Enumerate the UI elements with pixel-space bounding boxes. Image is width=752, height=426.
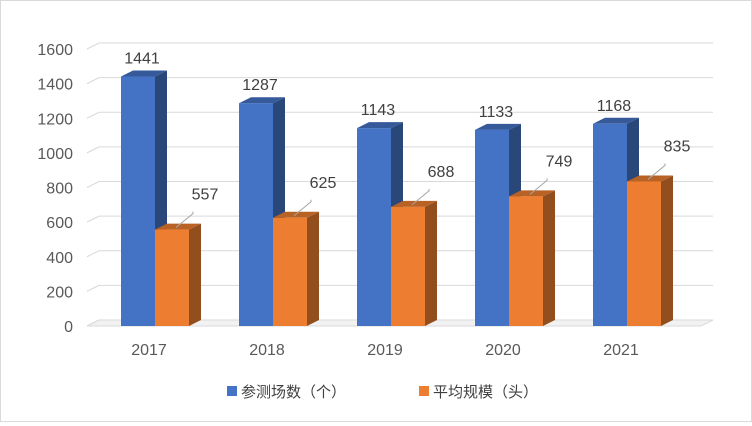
gridline-slant bbox=[86, 215, 100, 223]
x-tick-label: 2021 bbox=[603, 342, 639, 359]
legend-label: 平均规模（头） bbox=[433, 383, 538, 401]
bar-2020-series-1-top bbox=[475, 123, 521, 130]
x-tick-label: 2017 bbox=[131, 342, 167, 359]
y-tick-label: 0 bbox=[64, 319, 73, 336]
bar-2021-series-1-top bbox=[593, 117, 639, 124]
gridline-slant bbox=[86, 77, 100, 85]
bar-2017-series-2 bbox=[155, 223, 201, 326]
bar-2020-series-2-side bbox=[543, 190, 555, 326]
data-label-2018-series-1: 1287 bbox=[242, 77, 278, 94]
y-tick-label: 400 bbox=[46, 250, 73, 267]
gridline-slant bbox=[86, 42, 100, 50]
legend-label: 参测场数（个） bbox=[241, 383, 346, 401]
legend-swatch bbox=[419, 386, 429, 396]
data-label-2017-series-2: 557 bbox=[192, 187, 219, 204]
bar-2020-series-1-front bbox=[475, 129, 509, 326]
leader-line-2019 bbox=[411, 188, 430, 206]
bar-2021-series-1-front bbox=[593, 123, 627, 326]
gridline-slant bbox=[86, 111, 100, 119]
x-tick-label: 2018 bbox=[249, 342, 285, 359]
legend-item-2: 平均规模（头） bbox=[419, 383, 538, 401]
bar-2019-series-1-front bbox=[357, 128, 391, 326]
bar-2019-series-2-side bbox=[425, 200, 437, 326]
y-tick-label: 800 bbox=[46, 181, 73, 198]
y-tick-label: 1000 bbox=[37, 146, 73, 163]
bar-2019-series-1-top bbox=[357, 122, 403, 129]
data-label-2018-series-2: 625 bbox=[310, 175, 337, 192]
bar-2017-series-2-front bbox=[155, 229, 189, 326]
y-axis-ticks: 0 200 400 600 800 1000 1200 1400 1600 bbox=[37, 42, 73, 336]
bar-2020-series-2 bbox=[509, 190, 555, 326]
y-tick-label: 600 bbox=[46, 215, 73, 232]
bar-2021-series-2-side bbox=[661, 175, 673, 326]
bar-2019-series-2 bbox=[391, 200, 437, 326]
y-tick-label: 1200 bbox=[37, 111, 73, 128]
x-tick-label: 2020 bbox=[485, 342, 521, 359]
bar-2017-series-1-front bbox=[121, 76, 155, 326]
x-tick-label: 2019 bbox=[367, 342, 403, 359]
leader-line-2021 bbox=[647, 163, 666, 180]
bars bbox=[121, 70, 673, 327]
data-label-2021-series-1: 1168 bbox=[597, 98, 632, 115]
gridline-slant bbox=[86, 284, 100, 292]
bar-2020-series-2-front bbox=[509, 196, 543, 326]
bar-2018-series-2-front bbox=[273, 217, 307, 326]
data-label-2020-series-2: 749 bbox=[546, 153, 573, 170]
data-label-2019-series-1: 1143 bbox=[361, 102, 396, 119]
y-tick-label: 1400 bbox=[37, 77, 73, 94]
legend: 参测场数（个） 平均规模（头） bbox=[227, 383, 538, 401]
x-axis-ticks: 2017 2018 2019 2020 2021 bbox=[131, 342, 639, 359]
data-label-2021-series-2: 835 bbox=[664, 138, 691, 155]
data-labels: 1441 557 1287 625 1143 688 1133 749 1168 835 bbox=[124, 51, 690, 228]
data-label-2017-series-1: 1441 bbox=[124, 51, 160, 68]
gridline-slant bbox=[86, 250, 100, 258]
bar-2017-series-2-side bbox=[189, 223, 201, 326]
bar-2021-series-2-front bbox=[627, 181, 661, 326]
data-label-2019-series-2: 688 bbox=[428, 164, 455, 181]
leader-line-2017 bbox=[175, 211, 194, 228]
bar-2021-series-2 bbox=[627, 175, 673, 326]
leader-line-2018 bbox=[293, 199, 312, 217]
bar-2019-series-2-front bbox=[391, 206, 425, 326]
bar-2018-series-1-top bbox=[239, 97, 285, 104]
bar-2017-series-1-top bbox=[121, 70, 167, 77]
legend-swatch bbox=[227, 386, 237, 396]
bar-2018-series-2-side bbox=[307, 211, 319, 326]
bar-2018-series-1-front bbox=[239, 103, 273, 326]
legend-item-1: 参测场数（个） bbox=[227, 383, 346, 401]
gridline-slant bbox=[86, 146, 100, 154]
leader-line-2020 bbox=[529, 178, 548, 195]
data-label-2020-series-1: 1133 bbox=[479, 104, 514, 121]
bar-2018-series-2 bbox=[273, 211, 319, 326]
y-tick-label: 200 bbox=[46, 284, 73, 301]
y-tick-label: 1600 bbox=[37, 42, 73, 59]
gridline-slant bbox=[86, 181, 100, 188]
